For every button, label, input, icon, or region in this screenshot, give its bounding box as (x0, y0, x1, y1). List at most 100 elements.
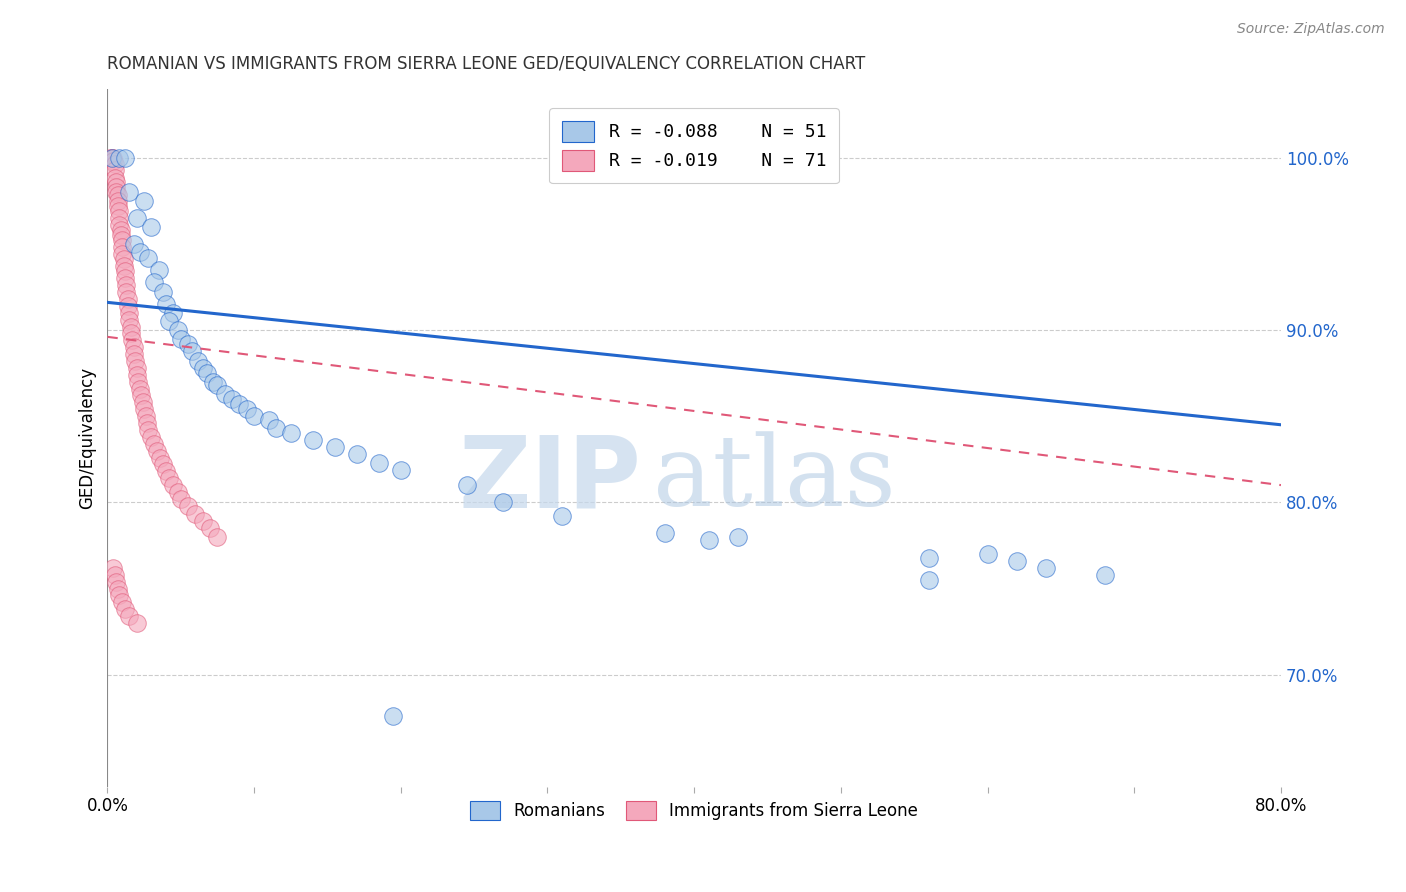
Point (382, 709, 405, 723)
Point (654, 526, 676, 541)
Point (201, 375, 224, 389)
Text: ROMANIAN VS IMMIGRANTS FROM SIERRA LEONE GED/EQUIVALENCY CORRELATION CHART: ROMANIAN VS IMMIGRANTS FROM SIERRA LEONE… (107, 55, 866, 73)
Point (162, 306, 184, 320)
Point (148, 262, 170, 277)
Point (103, 561, 125, 575)
Point (492, 495, 515, 509)
Point (124, 354, 146, 368)
Point (191, 360, 214, 375)
Point (107, 188, 129, 202)
Point (162, 478, 184, 492)
Point (128, 245, 150, 260)
Point (101, 151, 124, 165)
Point (235, 402, 257, 417)
Point (104, 157, 127, 171)
Point (112, 252, 135, 267)
Point (257, 412, 280, 426)
Point (214, 386, 236, 401)
Point (697, 533, 720, 548)
Point (198, 521, 221, 535)
Point (111, 595, 134, 609)
Point (98, 151, 121, 165)
Point (456, 478, 478, 492)
Point (143, 275, 166, 289)
Point (125, 211, 148, 225)
Point (122, 340, 145, 354)
Point (918, 573, 941, 587)
Point (114, 271, 136, 285)
Point (111, 247, 134, 261)
Point (122, 347, 145, 361)
Point (115, 278, 138, 293)
Point (103, 153, 125, 168)
Point (120, 326, 142, 341)
Point (135, 409, 157, 424)
Point (104, 567, 127, 582)
Point (264, 421, 287, 435)
Point (346, 447, 368, 461)
Point (141, 430, 163, 444)
Point (191, 514, 214, 528)
Point (112, 259, 135, 273)
Point (155, 464, 177, 478)
Point (101, 151, 124, 165)
Point (111, 240, 134, 254)
Point (110, 228, 132, 243)
Point (125, 368, 148, 382)
Point (976, 547, 998, 561)
Point (727, 530, 749, 544)
Point (118, 312, 141, 326)
Point (110, 223, 132, 237)
Point (152, 285, 174, 299)
Point (181, 343, 204, 358)
Point (104, 171, 127, 186)
Point (143, 436, 166, 450)
Point (1005, 554, 1028, 568)
Point (367, 456, 389, 470)
Point (118, 306, 141, 320)
Point (157, 471, 180, 485)
Point (166, 485, 188, 500)
Text: ZIP: ZIP (458, 431, 641, 528)
Point (243, 409, 266, 424)
Point (389, 462, 412, 476)
Point (228, 397, 250, 411)
Point (129, 388, 152, 402)
Point (125, 615, 148, 630)
Point (166, 323, 188, 337)
Point (301, 434, 323, 448)
Point (114, 602, 136, 616)
Point (141, 219, 163, 234)
Point (122, 236, 145, 251)
Point (118, 185, 141, 199)
Point (103, 151, 125, 165)
Point (149, 450, 172, 465)
Point (108, 589, 131, 603)
Point (170, 491, 193, 506)
Point (1094, 567, 1116, 582)
Point (177, 336, 200, 351)
Point (108, 204, 131, 219)
Point (170, 332, 193, 346)
Point (1035, 561, 1057, 575)
Point (111, 233, 134, 247)
Point (107, 199, 129, 213)
Point (221, 392, 243, 406)
Point (115, 285, 138, 299)
Point (114, 151, 136, 165)
Point (125, 360, 148, 375)
Point (107, 194, 129, 208)
Point (138, 423, 160, 437)
Point (104, 162, 127, 177)
Point (117, 292, 139, 306)
Point (136, 416, 159, 430)
Point (121, 333, 143, 347)
Point (551, 509, 574, 524)
Point (132, 402, 155, 417)
Point (184, 508, 207, 522)
Legend: Romanians, Immigrants from Sierra Leone: Romanians, Immigrants from Sierra Leone (463, 793, 927, 829)
Point (207, 530, 229, 544)
Point (132, 194, 155, 208)
Point (105, 574, 128, 589)
Point (117, 299, 139, 313)
